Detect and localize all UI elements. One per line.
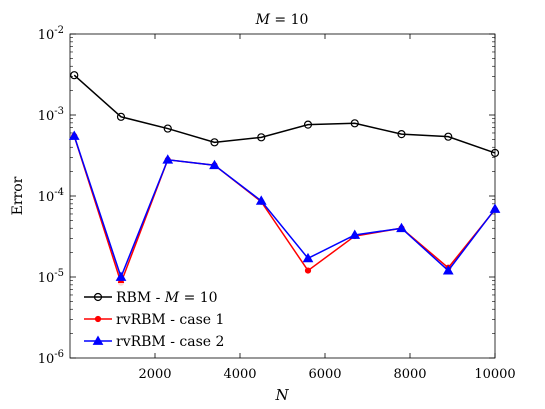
legend-label: rvRBM - case 1	[116, 312, 224, 328]
series-layer	[68, 71, 501, 286]
chart-title: M = 10	[255, 12, 309, 28]
x-tick-label: 2000	[138, 367, 171, 382]
data-point	[210, 138, 219, 147]
legend-marker	[92, 335, 104, 345]
legend-label: RBM - M = 10	[116, 290, 218, 306]
data-point	[303, 120, 313, 129]
y-tick-label: 10-4	[38, 187, 64, 205]
data-point	[304, 267, 312, 274]
data-point	[163, 124, 172, 133]
data-point	[257, 133, 266, 142]
data-point	[349, 229, 361, 239]
x-tick-label: 10000	[474, 367, 515, 382]
data-point	[490, 148, 500, 158]
data-point	[255, 195, 267, 205]
legend-entry: rvRBM - case 2	[84, 334, 224, 350]
data-point	[302, 252, 314, 263]
series-1	[70, 71, 500, 158]
legend-marker	[93, 292, 103, 302]
data-point	[442, 265, 454, 275]
data-point	[396, 222, 407, 233]
x-axis-label: N	[274, 386, 289, 404]
y-tick-label: 10-6	[38, 349, 64, 367]
data-point	[350, 119, 359, 128]
series-2	[71, 132, 499, 286]
x-tick-label: 6000	[308, 367, 341, 382]
y-axis-label: Error	[10, 176, 26, 215]
legend-entry: rvRBM - case 1	[84, 312, 224, 328]
series-3	[68, 130, 501, 281]
legend-label: rvRBM - case 2	[116, 334, 224, 350]
ticks: 2000 4000 6000 8000 10000 10-6 10-5 10-4 10-3 10-…	[38, 25, 516, 382]
y-tick-label: 10-2	[38, 25, 64, 43]
legend: RBM - M = 10 rvRBM - case 1 rvRBM - case 2	[78, 283, 288, 353]
series-line	[73, 135, 496, 285]
data-point	[115, 271, 127, 281]
data-point	[444, 132, 453, 141]
data-point	[68, 130, 80, 140]
data-point	[162, 154, 174, 164]
x-tick-label: 8000	[393, 367, 426, 382]
data-point	[116, 112, 126, 121]
series-line	[73, 74, 496, 154]
series-line	[73, 135, 496, 280]
data-point	[70, 71, 79, 80]
data-point	[397, 130, 406, 139]
legend-entry: RBM - M = 10	[84, 290, 218, 306]
y-tick-label: 10-5	[38, 268, 64, 286]
data-point	[209, 159, 220, 170]
legend-box	[78, 283, 288, 353]
x-tick-label: 4000	[223, 367, 256, 382]
legend-marker	[94, 315, 102, 323]
y-tick-label: 10-3	[38, 106, 64, 124]
data-point	[489, 203, 501, 213]
